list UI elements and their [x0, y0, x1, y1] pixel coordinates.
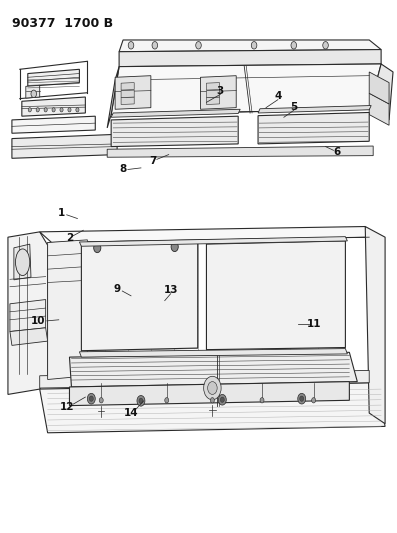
- Circle shape: [68, 108, 71, 112]
- Circle shape: [196, 42, 201, 49]
- Circle shape: [208, 382, 217, 394]
- Circle shape: [260, 398, 264, 403]
- Circle shape: [137, 395, 145, 406]
- Circle shape: [87, 393, 95, 404]
- Polygon shape: [111, 109, 240, 117]
- Text: 9: 9: [114, 284, 121, 294]
- Circle shape: [139, 398, 143, 403]
- Text: 11: 11: [306, 319, 321, 329]
- Polygon shape: [258, 106, 371, 113]
- Circle shape: [251, 42, 257, 49]
- Polygon shape: [79, 349, 347, 357]
- Circle shape: [323, 42, 328, 49]
- Text: 4: 4: [274, 91, 281, 101]
- Polygon shape: [206, 97, 220, 104]
- Circle shape: [44, 108, 47, 112]
- Polygon shape: [121, 83, 134, 90]
- Polygon shape: [111, 116, 238, 147]
- Polygon shape: [107, 146, 373, 157]
- Polygon shape: [369, 93, 389, 125]
- Polygon shape: [119, 50, 381, 67]
- Polygon shape: [258, 112, 369, 144]
- Circle shape: [165, 398, 169, 403]
- Circle shape: [298, 393, 306, 404]
- Polygon shape: [206, 83, 220, 90]
- Text: 1: 1: [58, 208, 65, 218]
- Polygon shape: [26, 85, 40, 98]
- Text: 13: 13: [164, 285, 178, 295]
- Polygon shape: [79, 237, 347, 246]
- Polygon shape: [40, 383, 385, 433]
- Circle shape: [204, 376, 221, 400]
- Circle shape: [99, 398, 103, 403]
- Polygon shape: [48, 240, 87, 379]
- Text: 5: 5: [290, 102, 297, 111]
- Polygon shape: [107, 67, 119, 128]
- Circle shape: [218, 394, 226, 405]
- Polygon shape: [22, 97, 85, 116]
- Polygon shape: [69, 352, 357, 387]
- Circle shape: [52, 108, 55, 112]
- Polygon shape: [121, 97, 134, 104]
- Circle shape: [210, 398, 214, 403]
- Polygon shape: [14, 244, 31, 280]
- Circle shape: [94, 243, 101, 253]
- Circle shape: [76, 108, 79, 112]
- Circle shape: [28, 108, 31, 112]
- Circle shape: [128, 42, 134, 49]
- Ellipse shape: [15, 249, 30, 276]
- Polygon shape: [40, 227, 369, 243]
- Polygon shape: [69, 382, 349, 406]
- Text: 3: 3: [217, 86, 224, 95]
- Polygon shape: [81, 241, 198, 351]
- Circle shape: [300, 396, 304, 401]
- Polygon shape: [206, 90, 220, 98]
- Circle shape: [291, 42, 297, 49]
- Polygon shape: [28, 69, 79, 86]
- Polygon shape: [121, 90, 134, 98]
- Polygon shape: [365, 227, 385, 424]
- Polygon shape: [40, 370, 369, 388]
- Polygon shape: [10, 328, 48, 345]
- Circle shape: [152, 42, 158, 49]
- Circle shape: [60, 108, 63, 112]
- Polygon shape: [206, 241, 345, 350]
- Circle shape: [312, 398, 316, 403]
- Text: 6: 6: [334, 147, 341, 157]
- Text: 2: 2: [66, 233, 73, 243]
- Polygon shape: [115, 76, 151, 109]
- Text: 10: 10: [31, 316, 45, 326]
- Polygon shape: [8, 232, 48, 394]
- Polygon shape: [12, 116, 95, 133]
- Circle shape: [31, 90, 37, 98]
- Text: 7: 7: [149, 156, 156, 166]
- Text: 90377  1700 B: 90377 1700 B: [12, 17, 113, 30]
- Polygon shape: [200, 76, 236, 109]
- Circle shape: [171, 242, 178, 252]
- Polygon shape: [12, 134, 117, 158]
- Polygon shape: [119, 40, 381, 52]
- Text: 8: 8: [119, 165, 127, 174]
- Text: 12: 12: [60, 402, 75, 412]
- Circle shape: [89, 396, 93, 401]
- Polygon shape: [369, 64, 393, 120]
- Circle shape: [220, 397, 224, 402]
- Polygon shape: [369, 72, 389, 104]
- Text: 14: 14: [124, 408, 138, 418]
- Circle shape: [36, 108, 39, 112]
- Polygon shape: [10, 300, 46, 332]
- Polygon shape: [111, 64, 381, 115]
